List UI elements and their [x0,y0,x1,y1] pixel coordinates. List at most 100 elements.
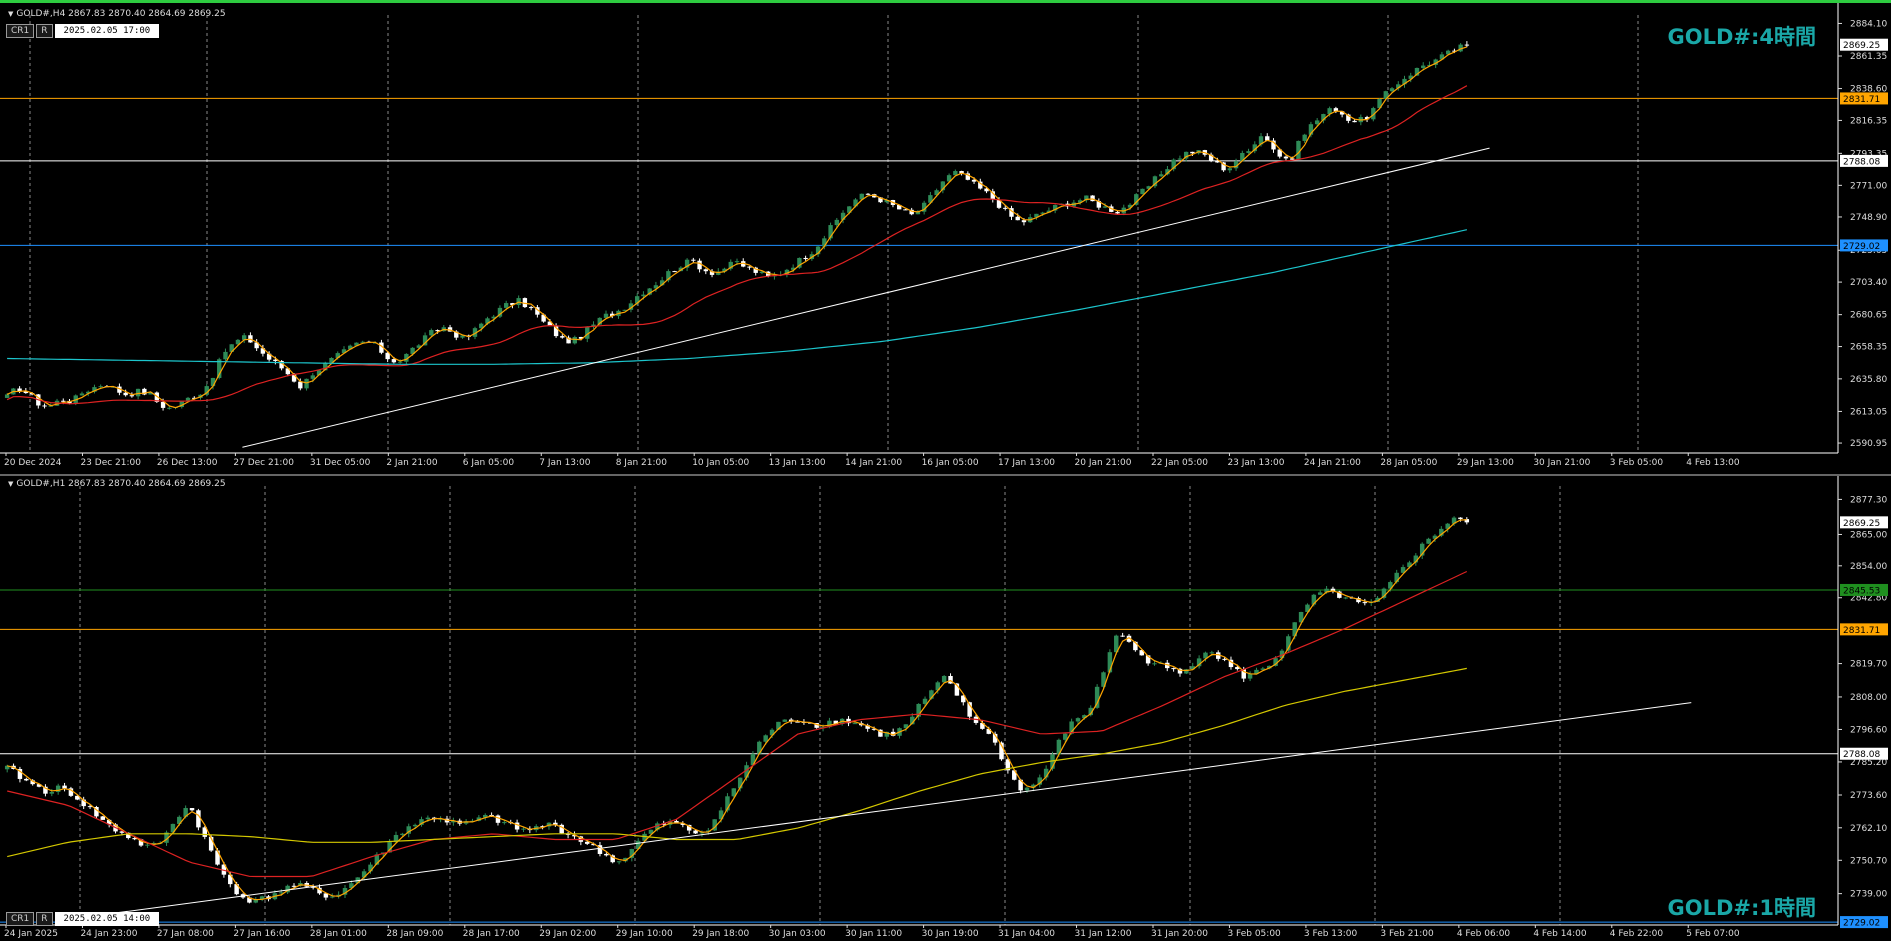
candle-body [1308,124,1314,135]
time-tick-label: 4 Feb 14:00 [1533,929,1587,939]
candle-body [1408,75,1413,79]
candle-body [1286,636,1291,651]
time-tick-label: 29 Jan 13:00 [1457,458,1514,468]
candle-body [254,342,259,349]
candle-body [744,765,749,778]
candle-body [1254,669,1259,674]
candle-body [1343,597,1348,599]
candle-body [547,321,553,326]
candle-body [722,268,727,272]
candle-body [578,336,584,339]
price-tick-label: 2773.60 [1850,791,1887,801]
candle-body [935,682,941,691]
candle-body [1432,535,1438,539]
candle-body [1314,120,1320,125]
chart-pane-h4[interactable]: 2884.10 2861.35 2838.60 2816.35 2793.35 2771.… [0,0,1891,472]
candle-body [840,212,846,220]
candle-body [1018,779,1023,791]
candle-body [910,716,915,725]
candle-body [852,723,858,725]
price-label-text: 2845.53 [1843,586,1880,596]
cr1-button[interactable]: CR1 [6,24,35,38]
candle-body [1352,120,1357,123]
time-tick-label: 4 Feb 13:00 [1686,458,1740,468]
candle-body [491,316,496,319]
candle-body [1402,78,1407,85]
candle-body [1414,67,1420,76]
candle-body [1240,152,1245,162]
candle-body [17,769,23,779]
candle-body [712,819,717,831]
candle-body [472,328,478,337]
candle-body [959,171,964,174]
candle-body [691,259,696,261]
candle-body [790,267,796,270]
candle-body [1364,117,1370,120]
candle-body [940,181,946,191]
candle-body [142,388,147,395]
candle-body [354,342,359,346]
candle-body [1107,652,1113,673]
candle-body [585,326,590,339]
price-label-text: 2869.25 [1843,519,1880,529]
chart-canvas-h4[interactable]: 2884.10 2861.35 2838.60 2816.35 2793.35 2771.… [0,3,1891,472]
candle-body [145,844,150,846]
price-label-text: 2831.71 [1843,626,1880,636]
candle-body [400,833,405,835]
candle-body [978,181,983,189]
candle-body [476,817,482,821]
candle-body [479,323,484,329]
candle-body [1012,770,1017,780]
chart-pane-h1[interactable]: 2877.30 2865.00 2854.00 2842.80 2819.70 2808.… [0,474,1891,941]
candle-body [716,271,721,275]
candle-body [699,832,705,834]
candle-body [17,388,22,392]
candle-body [815,246,821,255]
candle-body [795,721,800,723]
candle-body [528,307,534,309]
pane-buttons-h1: CR1 R 2025.02.05 14:00 [6,912,160,926]
candle-body [1327,108,1332,115]
candle-body [750,753,756,766]
candle-body [1388,582,1393,589]
collapse-triangle-icon[interactable]: ▼ [8,10,14,18]
candle-body [1433,59,1438,65]
candle-body [61,400,66,402]
candle-body [572,834,577,837]
candle-body [42,405,47,407]
price-tick-label: 2590.95 [1850,439,1887,449]
candle-body [298,381,303,389]
candle-body [1421,65,1426,68]
candle-body [1302,134,1307,141]
candle-body [43,786,48,794]
candle-body [1265,136,1270,141]
candle-body [123,392,128,396]
chart-canvas-h1[interactable]: 2877.30 2865.00 2854.00 2842.80 2819.70 2808.… [0,476,1891,941]
r-button[interactable]: R [36,912,53,926]
candle-body [560,336,565,338]
price-tick-label: 2796.60 [1850,725,1887,735]
time-tick-label: 31 Jan 04:00 [998,929,1055,939]
candle-body [1165,662,1170,669]
candle-body [629,849,635,858]
r-button[interactable]: R [36,24,53,38]
timeframe-label-h1: GOLD#:1時間 [1667,896,1816,920]
candle-body [241,335,247,340]
candle-body [948,675,953,684]
candle-body [341,349,347,354]
candle-body [387,842,392,853]
candle-body [916,703,921,717]
time-tick-label: 4 Feb 22:00 [1610,929,1664,939]
candle-body [1222,658,1227,660]
time-tick-label: 4 Feb 06:00 [1457,929,1511,939]
collapse-triangle-icon[interactable]: ▼ [8,480,14,488]
candle-body [100,816,106,820]
candle-body [1208,154,1214,161]
candle-body [1375,597,1380,602]
candle-body [1426,538,1431,544]
candle-body [391,359,397,363]
candle-body [1037,777,1042,785]
cr1-button[interactable]: CR1 [6,912,35,926]
candle-body [828,225,833,239]
candle-body [1203,652,1208,659]
